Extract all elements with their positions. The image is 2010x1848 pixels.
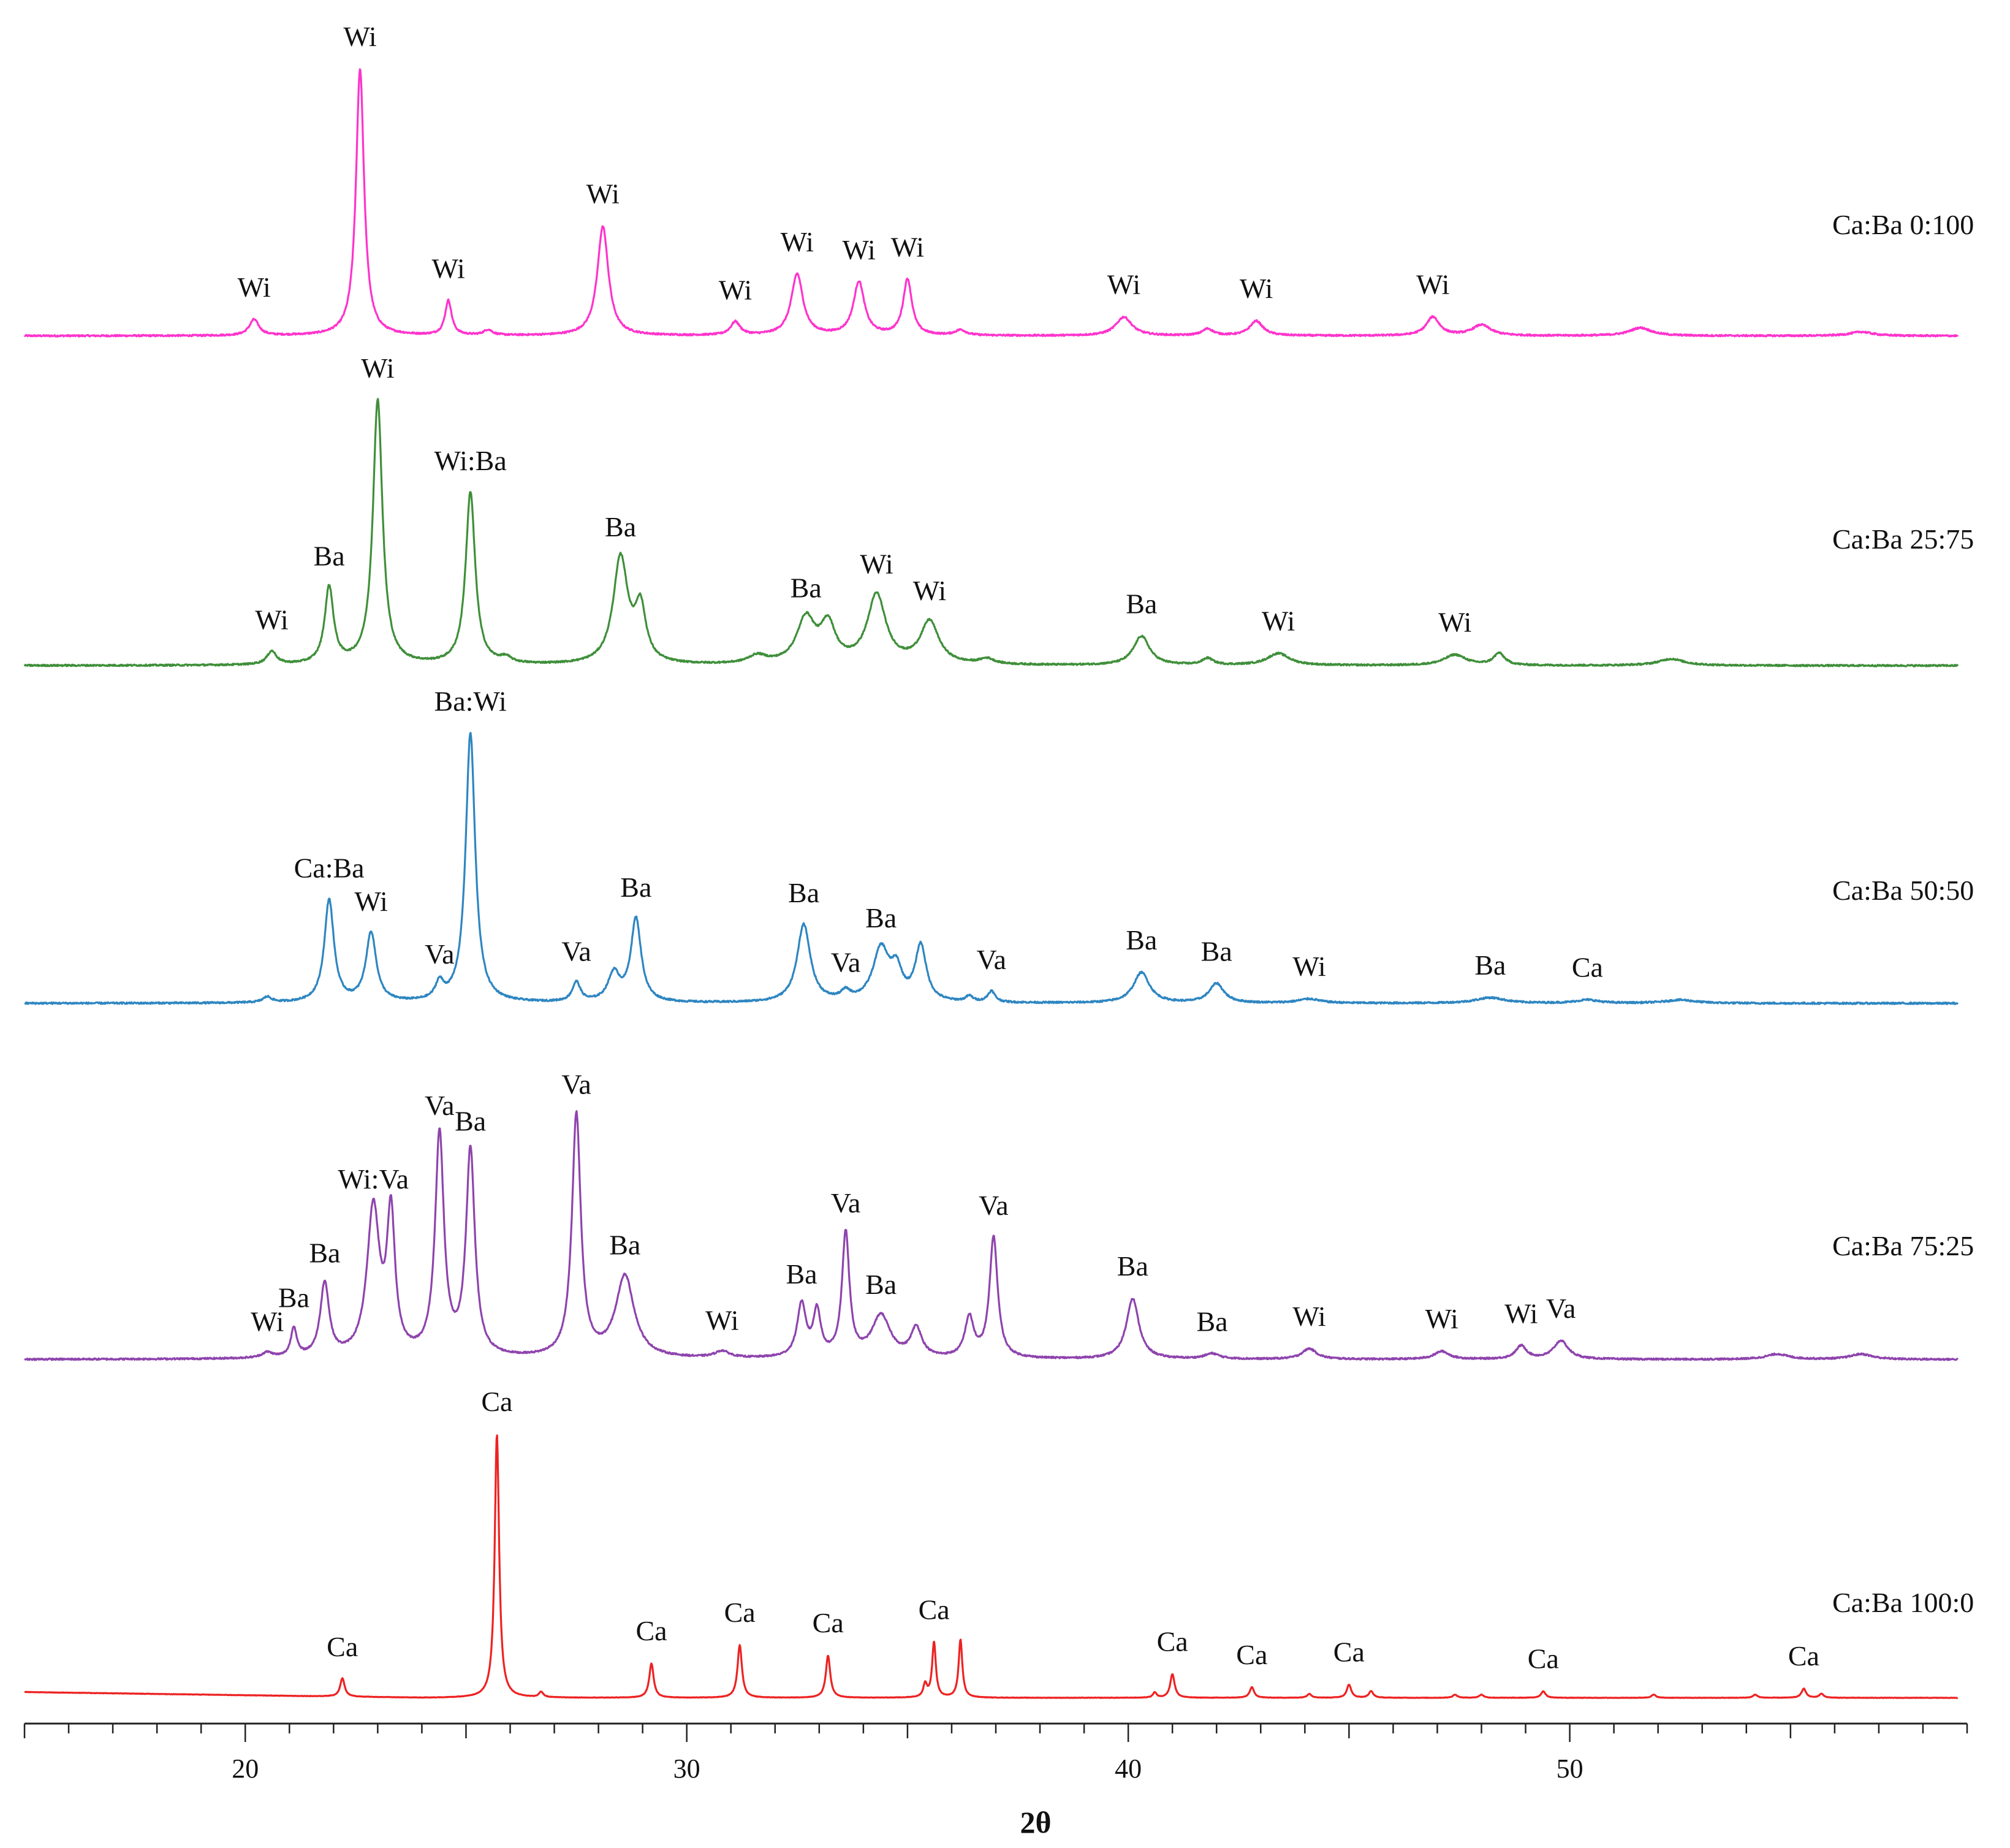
peak-label: Ba (1196, 1306, 1227, 1337)
peak-label: Wi (1416, 269, 1449, 300)
peak-label: Wi (705, 1304, 738, 1336)
peak-label: Ca (1788, 1640, 1819, 1671)
peak-label: Ba (865, 1269, 897, 1300)
peak-label: Va (977, 944, 1007, 975)
peak-label: Wi (1292, 951, 1325, 982)
peak-label: Wi (343, 21, 376, 52)
peak-label: Ba (1474, 949, 1506, 981)
peak-label: Ba (605, 511, 636, 542)
series-name-label: Ca:Ba 50:50 (1832, 875, 1974, 906)
peak-label: Wi (1292, 1301, 1325, 1332)
series-5: Ca Ca Ca Ca Ca Ca Ca Ca Ca Ca Ca Ca:Ba 100:0 (24, 1386, 1974, 1699)
peak-label: Ba (788, 877, 819, 908)
peak-label: Ba (609, 1230, 640, 1261)
peak-label: Va (1546, 1293, 1576, 1324)
x-axis: 20 30 40 50 2θ (23, 1722, 1968, 1839)
x-tick-label: 50 (1557, 1754, 1583, 1784)
peak-label: Ba (620, 872, 651, 903)
peak-label: Wi (1504, 1298, 1538, 1329)
series-2: Wi Ba Wi Wi:Ba Ba Ba Wi Wi Ba Wi Wi Ca:Ba 25:75 (23, 352, 1974, 667)
peak-label: Wi (361, 352, 394, 384)
peak-label: Va (979, 1190, 1009, 1221)
x-axis-title: 2θ (1020, 1805, 1051, 1839)
peak-label: Ba (865, 902, 897, 934)
peak-label: Va (561, 1068, 591, 1100)
peak-label: Wi (1438, 607, 1471, 638)
peak-label: Ca (327, 1631, 358, 1662)
peak-label: Ca (1157, 1626, 1188, 1657)
peak-label: Ca (635, 1615, 667, 1646)
peak-label: Wi (237, 272, 270, 303)
peak-label: Wi (913, 575, 946, 606)
x-tick-label: 40 (1115, 1754, 1142, 1784)
peak-label: Wi (860, 549, 893, 580)
peak-label: Ba (278, 1282, 309, 1314)
peak-label: Va (425, 938, 455, 970)
series-name-label: Ca:Ba 100:0 (1832, 1587, 1974, 1618)
peak-label: Wi (255, 604, 288, 635)
peak-label: Ba (1117, 1250, 1148, 1282)
peak-label: Wi (1425, 1303, 1458, 1334)
series-trace (24, 732, 1959, 1005)
series-trace (23, 398, 1959, 667)
peak-label: Ba (791, 572, 822, 604)
peak-label: Wi (354, 886, 387, 917)
peak-label: Ba (1201, 935, 1232, 967)
peak-label: Ca (724, 1597, 756, 1628)
peak-label: Ca (481, 1386, 512, 1417)
peak-label: Ba (786, 1258, 817, 1290)
peak-label: Ca:Ba (294, 852, 365, 883)
peak-label: Wi (1240, 273, 1273, 304)
peak-label: Wi (431, 253, 465, 284)
x-tick-label: 30 (673, 1754, 700, 1784)
peak-label: Ca (1236, 1639, 1267, 1670)
peak-label: Ba:Wi (434, 686, 507, 717)
peak-label: Ca (1528, 1643, 1559, 1674)
series-trace (24, 1434, 1959, 1699)
peak-label: Wi (586, 178, 620, 210)
peak-label: Wi (1107, 269, 1140, 300)
peak-label: Wi:Ba (434, 445, 507, 476)
peak-label: Ba (455, 1106, 486, 1137)
peak-label: Va (831, 946, 861, 978)
peak-label: Va (561, 935, 591, 967)
peak-label: Ca (1333, 1637, 1365, 1668)
peak-label: Ba (1126, 588, 1157, 619)
series-name-label: Ca:Ba 0:100 (1832, 209, 1974, 240)
peak-label: Va (831, 1187, 861, 1219)
series-trace (24, 1110, 1959, 1361)
peak-label: Wi:Va (338, 1163, 409, 1195)
peak-label: Wi (781, 226, 814, 257)
peak-label: Ba (314, 541, 345, 572)
series-trace (23, 68, 1959, 338)
peak-label: Wi (1262, 606, 1295, 637)
peak-label: Wi (719, 274, 752, 305)
peak-label: Ca (919, 1594, 950, 1626)
series-1: Wi Wi Wi Wi Wi Wi Wi Wi Wi Wi Wi Ca:Ba 0:100 (23, 21, 1974, 338)
series-name-label: Ca:Ba 25:75 (1832, 523, 1974, 555)
peak-label: Wi (891, 232, 924, 263)
peak-label: Ba (309, 1238, 340, 1269)
peak-label: Va (425, 1090, 455, 1121)
series-name-label: Ca:Ba 75:25 (1832, 1230, 1974, 1261)
peak-label: Wi (842, 234, 875, 265)
peak-label: Wi (251, 1306, 284, 1337)
peak-label: Ba (1126, 924, 1157, 956)
peak-label: Ca (813, 1607, 844, 1638)
x-tick-label: 20 (232, 1754, 259, 1784)
peak-label: Ca (1572, 952, 1603, 983)
